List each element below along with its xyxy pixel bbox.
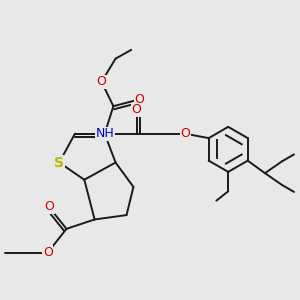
Text: O: O [135,93,145,106]
Text: O: O [44,200,54,213]
Text: NH: NH [96,127,115,140]
Text: O: O [97,75,106,88]
Text: O: O [180,127,190,140]
Text: O: O [43,246,52,259]
Text: O: O [132,103,142,116]
Text: S: S [54,155,64,170]
